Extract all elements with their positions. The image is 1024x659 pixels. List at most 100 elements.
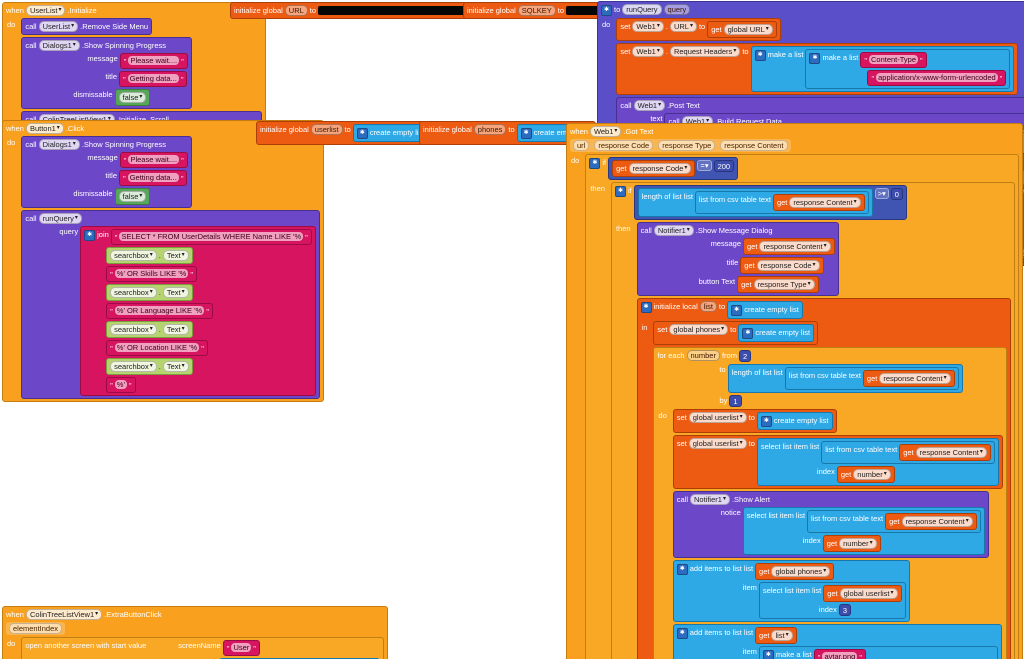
mutator-icon[interactable]: ✱ <box>356 128 368 139</box>
chevron-down-icon[interactable]: ▾ <box>869 540 873 546</box>
chevron-down-icon[interactable]: ▾ <box>965 518 969 524</box>
mutator-icon[interactable]: ✱ <box>676 628 688 639</box>
component-property-block[interactable]: searchbox ▾. Text ▾ <box>106 247 193 264</box>
list-block[interactable]: select list item list get global userlist ▾ i… <box>758 582 906 619</box>
dropdown-capsule[interactable]: global userlist ▾ <box>688 412 747 423</box>
dropdown-capsule[interactable]: Text ▾ <box>162 287 189 298</box>
name-capsule[interactable]: number <box>686 350 720 361</box>
dropdown-capsule[interactable]: response Content ▾ <box>915 447 987 458</box>
variable-block[interactable]: initialize global URL to <box>230 2 475 19</box>
chevron-down-icon[interactable]: ▾ <box>149 326 153 332</box>
number-block[interactable]: 0 <box>890 188 903 200</box>
dropdown-capsule[interactable]: Text ▾ <box>162 324 189 335</box>
chevron-down-icon[interactable]: ▾ <box>72 141 76 147</box>
variable-block[interactable]: ✱ initialize local list to ✱ create empty lis… <box>636 298 1011 659</box>
method-call-block[interactable]: call Notifier1 ▾ .Show Message Dialog messag… <box>636 222 839 296</box>
text-block[interactable]: " SELECT * FROM UserDetails WHERE Name LI… <box>110 229 312 245</box>
dropdown-capsule[interactable]: response Content ▾ <box>789 197 861 208</box>
name-capsule[interactable]: SQLKEY <box>517 5 556 16</box>
text-block[interactable]: " %' OR Skills LIKE '% " <box>106 266 198 282</box>
chevron-down-icon[interactable]: ▾ <box>656 48 660 54</box>
chevron-down-icon[interactable]: ▾ <box>706 118 710 124</box>
text-input-field[interactable]: Please wait.... <box>128 155 180 164</box>
method-call-block[interactable]: call Dialogs1 ▾ .Show Spinning Progress mess… <box>21 136 192 208</box>
dropdown-capsule[interactable]: response Code ▾ <box>756 260 820 271</box>
list-block[interactable]: list from csv table text get response Conte… <box>784 367 959 390</box>
text-input-field[interactable]: %' OR Language LIKE '% <box>114 306 205 315</box>
name-capsule[interactable]: query <box>663 4 691 15</box>
variable-block[interactable]: set global phones ▾ to ✱ create empty list <box>653 321 819 345</box>
chevron-down-icon[interactable]: ▾ <box>704 161 709 170</box>
list-block[interactable]: ✱ make a list " Content-Type " " application/x… <box>805 49 1011 89</box>
chevron-down-icon[interactable]: ▾ <box>107 116 111 122</box>
method-call-block[interactable]: call Notifier1 ▾ .Show Alert notice select li… <box>672 491 989 558</box>
name-capsule[interactable]: URL <box>284 5 308 16</box>
chevron-down-icon[interactable]: ▾ <box>733 48 737 54</box>
chevron-down-icon[interactable]: ▾ <box>58 7 62 13</box>
text-block[interactable]: ✱ join " SELECT * FROM UserDetails WHERE Na… <box>80 226 316 396</box>
dropdown-capsule[interactable]: false ▾ <box>118 191 147 202</box>
variable-block[interactable]: get response Code ▾ <box>612 160 696 177</box>
dropdown-capsule[interactable]: number ▾ <box>853 469 891 480</box>
text-input-field[interactable]: SELECT * FROM UserDetails WHERE Name LIK… <box>119 232 304 241</box>
chevron-down-icon[interactable]: ▾ <box>823 243 827 249</box>
mutator-icon[interactable]: ✱ <box>589 158 601 169</box>
variable-block[interactable]: set global userlist ▾ to select list item lis… <box>672 435 1003 489</box>
event-param[interactable]: elementIndex <box>9 623 63 634</box>
mutator-icon[interactable]: ✱ <box>640 302 652 313</box>
dropdown-capsule[interactable]: global userlist ▾ <box>839 588 898 599</box>
dropdown-capsule[interactable]: Notifier1 ▾ <box>690 494 730 505</box>
control-block[interactable]: for each number from 2 to length of list list l… <box>653 347 1007 659</box>
variable-block[interactable]: get response Content ▾ <box>862 370 955 387</box>
logic-block[interactable]: false ▾ <box>114 89 151 106</box>
logic-block[interactable]: false ▾ <box>114 188 151 205</box>
method-call-block[interactable]: call UserList ▾ .Remove Side Menu <box>21 18 153 35</box>
chevron-down-icon[interactable]: ▾ <box>71 23 75 29</box>
event-block[interactable]: when Button1 ▾ .Click do call Dialogs1 ▾ .Show S… <box>2 120 324 402</box>
chevron-down-icon[interactable]: ▾ <box>943 375 947 381</box>
variable-block[interactable]: get number ▾ <box>836 466 895 483</box>
dropdown-capsule[interactable]: Web1▾ <box>589 126 622 137</box>
text-block[interactable]: " User " <box>222 640 260 656</box>
list-block[interactable]: ✱ add items to list list get list ▾ item ✱ make … <box>672 624 1002 659</box>
mutator-icon[interactable]: ✱ <box>731 305 743 316</box>
component-property-block[interactable]: searchbox ▾. Text ▾ <box>106 284 193 301</box>
chevron-down-icon[interactable]: ▾ <box>139 193 143 199</box>
dropdown-capsule[interactable]: global phones ▾ <box>669 324 729 335</box>
text-input-field[interactable]: Content-Type <box>868 55 919 64</box>
chevron-down-icon[interactable]: ▾ <box>890 590 894 596</box>
dropdown-capsule[interactable]: Dialogs1 ▾ <box>38 139 80 150</box>
mutator-icon[interactable]: ✱ <box>742 328 754 339</box>
event-param[interactable]: url <box>573 140 590 151</box>
name-capsule[interactable]: list <box>699 301 717 312</box>
control-block[interactable]: open another screen with start value scre… <box>21 637 384 659</box>
text-block[interactable]: " Getting data... " <box>119 170 188 186</box>
text-input-field[interactable]: application/x-www-form-urlencoded <box>876 73 998 82</box>
dropdown-capsule[interactable]: Button1 ▾ <box>25 123 64 134</box>
event-block[interactable]: when Web1 ▾ .Got Text url response Code respon… <box>566 123 1023 659</box>
variable-block[interactable]: get response Content ▾ <box>743 238 835 255</box>
chevron-down-icon[interactable]: ▾ <box>181 289 185 295</box>
mutator-icon[interactable]: ✱ <box>676 564 688 575</box>
chevron-down-icon[interactable]: ▾ <box>95 611 99 617</box>
chevron-down-icon[interactable]: ▾ <box>785 632 789 638</box>
dropdown-capsule[interactable]: searchbox ▾ <box>110 361 157 372</box>
component-property-block[interactable]: searchbox ▾. Text ▾ <box>106 321 193 338</box>
text-block[interactable]: " %' " <box>106 377 136 393</box>
block-group-colintree-extrabutton-event[interactable]: when ColinTreeListView1 ▾ .ExtraButtonClick… <box>2 606 388 659</box>
text-block[interactable]: " Content-Type " <box>860 52 927 68</box>
dropdown-capsule[interactable]: Dialogs1 ▾ <box>38 40 80 51</box>
list-block[interactable]: length of list list list from csv table tex… <box>727 364 963 393</box>
list-block[interactable]: ✱ create empty list <box>738 324 815 342</box>
component-property-block[interactable]: searchbox ▾. Text ▾ <box>106 358 193 375</box>
variable-block[interactable]: get global URL ▾ <box>707 21 777 38</box>
dropdown-capsule[interactable]: global phones ▾ <box>771 566 831 577</box>
chevron-down-icon[interactable]: ▾ <box>181 363 185 369</box>
number-block[interactable]: 1 <box>729 395 742 407</box>
mutator-icon[interactable]: ✱ <box>762 650 774 659</box>
dropdown-capsule[interactable]: ColinTreeListView1▾ <box>25 609 103 620</box>
list-block[interactable]: select list item list list from csv table t… <box>742 507 985 555</box>
chevron-down-icon[interactable]: ▾ <box>656 23 660 29</box>
chevron-down-icon[interactable]: ▾ <box>721 326 725 332</box>
number-block[interactable]: 200 <box>713 160 735 172</box>
